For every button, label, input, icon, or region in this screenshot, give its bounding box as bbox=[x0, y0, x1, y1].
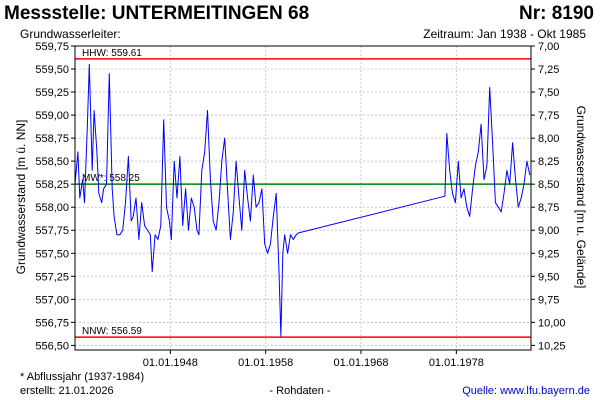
reference-label: MW*: 558.25 bbox=[82, 173, 140, 184]
y2-tick-label: 7,00 bbox=[538, 41, 559, 53]
series-line bbox=[74, 63, 531, 337]
y2-tick-label: 8,75 bbox=[538, 202, 559, 214]
y-tick-label: 557,25 bbox=[35, 271, 69, 283]
y-tick-label: 559,50 bbox=[35, 64, 69, 76]
source-link[interactable]: Quelle: www.lfu.bayern.de bbox=[462, 385, 590, 397]
y-tick-label: 557,50 bbox=[35, 248, 69, 260]
y2-tick-label: 10,25 bbox=[538, 340, 566, 352]
reference-label: HHW: 559.61 bbox=[82, 48, 142, 59]
y2-tick-label: 9,25 bbox=[538, 248, 559, 260]
y-tick-label: 556,75 bbox=[35, 317, 69, 329]
y-tick-label: 557,75 bbox=[35, 225, 69, 237]
y2-tick-label: 8,50 bbox=[538, 179, 559, 191]
station-title: Messstelle: UNTERMEITINGEN 68 bbox=[4, 3, 310, 24]
reference-label: NNW: 556.59 bbox=[82, 326, 142, 337]
y-axis-title-left: Grundwasserstand [m ü. NN] bbox=[14, 120, 28, 275]
x-tick-label: 01.01.1968 bbox=[333, 357, 388, 369]
y-tick-label: 559,25 bbox=[35, 87, 69, 99]
y2-tick-label: 7,25 bbox=[538, 64, 559, 76]
created-date: erstellt: 21.01.2026 bbox=[20, 385, 114, 397]
y-tick-label: 556,50 bbox=[35, 340, 69, 352]
x-axis: 01.01.1948 01.01.1958 01.01.1968 01.01.1978 bbox=[143, 350, 484, 369]
y-tick-label: 558,25 bbox=[35, 179, 69, 191]
series-layer bbox=[74, 63, 531, 337]
period-label: Zeitraum: Jan 1938 - Okt 1985 bbox=[423, 27, 586, 41]
y-tick-label: 558,00 bbox=[35, 202, 69, 214]
y-tick-label: 559,00 bbox=[35, 110, 69, 122]
y-axis-right: 7,00 7,25 7,50 7,75 8,00 8,25 8,50 8,75 9,00 9,25… bbox=[531, 41, 566, 352]
x-tick-label: 01.01.1948 bbox=[143, 357, 198, 369]
x-tick-label: 01.01.1978 bbox=[429, 357, 484, 369]
y2-tick-label: 8,25 bbox=[538, 156, 559, 168]
y-tick-label: 558,75 bbox=[35, 133, 69, 145]
y2-tick-label: 8,00 bbox=[538, 133, 559, 145]
plot-frame bbox=[74, 45, 532, 351]
y2-tick-label: 7,50 bbox=[538, 87, 559, 99]
x-tick-label: 01.01.1958 bbox=[238, 357, 293, 369]
y2-tick-label: 10,00 bbox=[538, 317, 566, 329]
station-number: Nr: 8190 bbox=[519, 3, 594, 24]
y-axis-left: 556,50 556,75 557,00 557,25 557,50 557,75 558,… bbox=[35, 41, 75, 352]
y-tick-label: 559,75 bbox=[35, 41, 69, 53]
footnote: * Abflussjahr (1937-1984) bbox=[20, 371, 145, 383]
y-axis-title-right: Grundwasserstand [m u. Gelände] bbox=[574, 106, 588, 289]
y2-tick-label: 9,75 bbox=[538, 294, 559, 306]
reference-lines: HHW: 559.61 MW*: 558.25 NNW: 556.59 bbox=[75, 48, 531, 338]
y2-tick-label: 9,50 bbox=[538, 271, 559, 283]
y-tick-label: 557,00 bbox=[35, 294, 69, 306]
grid bbox=[75, 45, 531, 350]
y-tick-label: 558,50 bbox=[35, 156, 69, 168]
y2-tick-label: 7,75 bbox=[538, 110, 559, 122]
raw-data-note: - Rohdaten - bbox=[269, 385, 331, 397]
y2-tick-label: 9,00 bbox=[538, 225, 559, 237]
aquifer-label: Grundwasserleiter: bbox=[20, 27, 121, 41]
